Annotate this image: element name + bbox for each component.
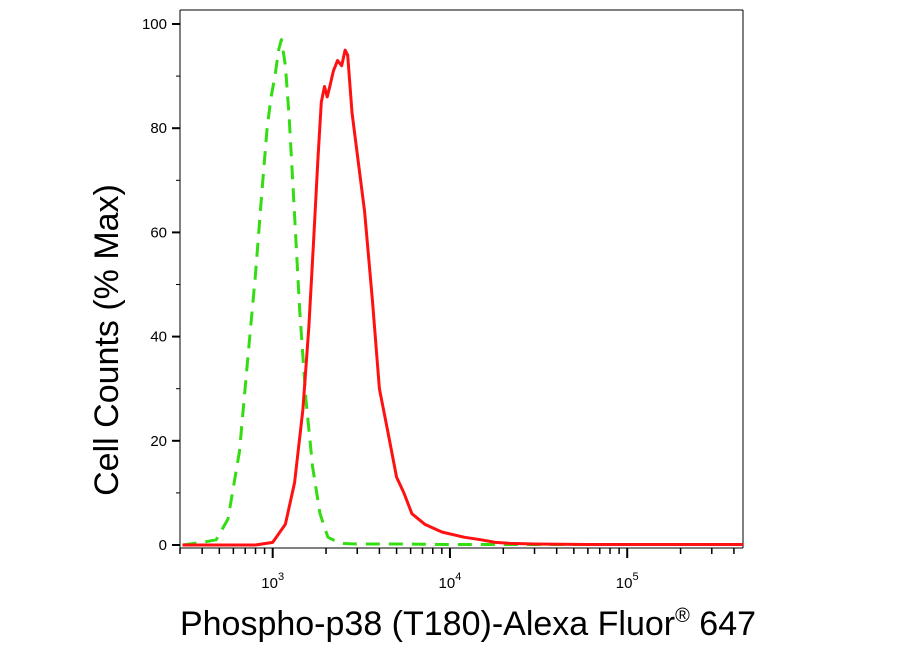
x-tick-label: 103	[261, 571, 284, 592]
x-tick-label-exponent: 3	[278, 571, 284, 583]
x-axis-title-registered-mark: ®	[675, 605, 690, 627]
y-tick-label: 100	[142, 16, 167, 33]
x-tick-label-base: 10	[616, 575, 633, 592]
series-line-0	[182, 38, 743, 547]
y-axis-title: Cell Counts (% Max)	[88, 184, 126, 496]
y-tick-label: 60	[150, 224, 167, 241]
x-tick-label: 105	[616, 571, 639, 592]
y-axis: 0 20 40 60 80 100	[142, 16, 180, 554]
x-tick-label-base: 10	[439, 575, 456, 592]
x-tick-label: 104	[439, 571, 462, 592]
series-line-1	[182, 48, 743, 547]
y-tick-label: 40	[150, 329, 167, 346]
x-axis: 103 104 105	[179, 548, 735, 592]
x-axis-title: Phospho-p38 (T180)-Alexa Fluor® 647	[180, 605, 756, 643]
x-axis-title-suffix: 647	[690, 605, 756, 643]
x-axis-title-main: Phospho-p38 (T180)-Alexa Fluor	[180, 605, 675, 643]
x-tick-label-base: 10	[261, 575, 278, 592]
y-tick-label: 80	[150, 120, 167, 137]
y-tick-label: 20	[150, 433, 167, 450]
x-tick-label-exponent: 4	[455, 571, 461, 583]
y-tick-label: 0	[159, 537, 167, 554]
plot-frame	[179, 9, 744, 549]
series-layer	[182, 38, 743, 547]
x-tick-label-exponent: 5	[632, 571, 638, 583]
